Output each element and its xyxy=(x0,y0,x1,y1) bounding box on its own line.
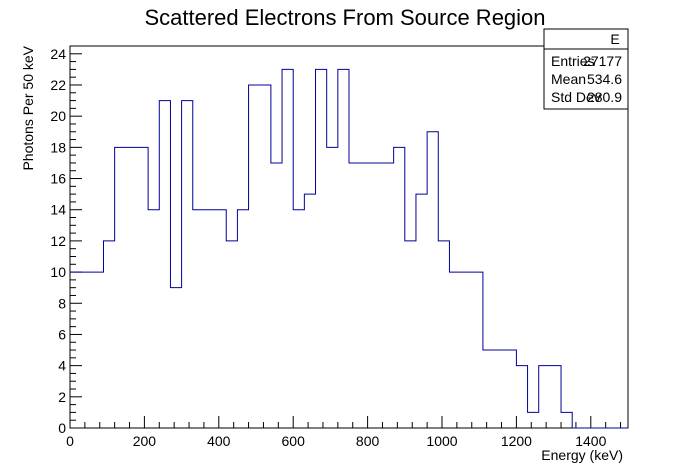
y-tick-label: 12 xyxy=(50,233,66,249)
stats-box-title: E xyxy=(610,31,619,47)
y-tick-label: 16 xyxy=(50,171,66,187)
y-tick-label: 14 xyxy=(50,202,66,218)
x-axis-ticks xyxy=(69,416,622,428)
y-axis-label: Photons Per 50 keV xyxy=(20,45,36,170)
x-tick-label: 1400 xyxy=(575,433,606,449)
y-tick-label: 6 xyxy=(58,326,66,342)
plot-frame xyxy=(69,45,629,429)
y-tick-label: 22 xyxy=(50,77,66,93)
x-axis-label: Energy (keV) xyxy=(541,447,623,463)
statistics-box: E Entries 27177 Mean 534.6 Std Dev 280.9 xyxy=(543,28,629,110)
x-tick-label: 800 xyxy=(356,433,380,449)
x-tick-label: 0 xyxy=(66,433,74,449)
x-tick-label: 1200 xyxy=(501,433,532,449)
y-tick-label: 8 xyxy=(58,295,66,311)
stats-entries-label: Entries xyxy=(551,53,595,69)
y-tick-label: 10 xyxy=(50,264,66,280)
y-tick-label: 20 xyxy=(50,108,66,124)
y-tick-label: 2 xyxy=(58,389,66,405)
x-axis-tick-labels: 0 200 400 600 800 1000 1200 1400 xyxy=(66,433,606,449)
x-tick-label: 200 xyxy=(133,433,157,449)
x-tick-label: 600 xyxy=(282,433,306,449)
y-tick-label: 4 xyxy=(58,358,66,374)
stats-stddev-value: 280.9 xyxy=(587,89,622,105)
stats-entries-value: 27177 xyxy=(583,53,622,69)
x-tick-label: 1000 xyxy=(426,433,457,449)
stats-mean-label: Mean xyxy=(551,71,586,87)
stats-stddev-label: Std Dev xyxy=(551,89,601,105)
stats-mean-value: 534.6 xyxy=(587,71,622,87)
y-tick-label: 18 xyxy=(50,139,66,155)
stats-box-frame xyxy=(543,28,629,110)
x-tick-label: 400 xyxy=(207,433,231,449)
chart-title: Scattered Electrons From Source Region xyxy=(144,5,545,30)
y-tick-label: 0 xyxy=(58,420,66,436)
y-axis-ticks xyxy=(70,45,82,429)
y-tick-label: 24 xyxy=(50,46,66,62)
histogram-series xyxy=(70,68,628,429)
